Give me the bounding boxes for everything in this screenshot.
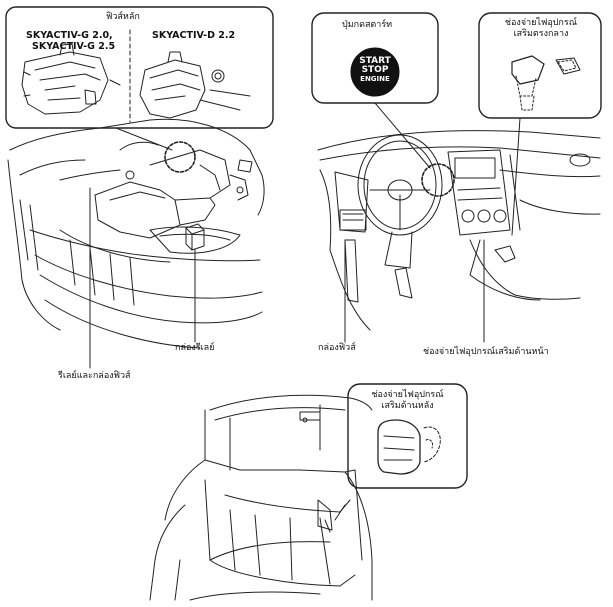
center-outlet-sketch	[511, 55, 581, 111]
main-fuse-title: ฟิวส์หลัก	[106, 12, 140, 22]
engine-text: ENGINE	[360, 75, 390, 83]
relay-box-label: กล่องรีเลย์	[175, 343, 215, 353]
rear-outlet-label: ช่องจ่ายไฟอุปกรณ์ เสริมด้านหลัง	[350, 390, 465, 412]
cargo-area-illustration	[149, 394, 373, 601]
fuse-callout-box	[5, 6, 274, 129]
start-text: START	[359, 56, 391, 66]
start-button-callout	[311, 12, 439, 104]
g-engine-fuse-sketch	[21, 43, 121, 115]
engine-g-label-line2: SKYACTIV-G 2.5	[32, 41, 116, 52]
stop-text: STOP	[361, 65, 389, 75]
center-outlet-label: ช่องจ่ายไฟอุปกรณ์ เสริมตรงกลาง	[482, 18, 600, 40]
fuse-box-label: กล่องฟิวส์	[318, 343, 356, 353]
engine-d-label: SKYACTIV-D 2.2	[152, 30, 236, 41]
rear-outlet-line1: ช่องจ่ายไฟอุปกรณ์	[371, 390, 444, 400]
start-button-title: ปุ่มกดสตาร์ท	[342, 20, 393, 30]
rear-outlet-sketch	[377, 419, 441, 475]
relay-fuse-box-label: รีเลย์และกล่องฟิวส์	[58, 371, 131, 381]
engine-bay-illustration	[7, 118, 265, 369]
dashboard-illustration	[317, 102, 601, 343]
engine-g-label-line1: SKYACTIV-G 2.0,	[26, 30, 113, 41]
start-button-text: START STOP ENGINE	[351, 57, 399, 84]
rear-outlet-line2: เสริมด้านหลัง	[381, 401, 434, 411]
center-outlet-line1: ช่องจ่ายไฟอุปกรณ์	[504, 18, 578, 28]
d-engine-fuse-sketch	[139, 51, 251, 119]
rear-outlet-callout	[347, 383, 468, 489]
start-button-icon	[350, 47, 400, 97]
front-outlet-label: ช่องจ่ายไฟอุปกรณ์เสริมด้านหน้า	[423, 347, 549, 357]
center-outlet-line2: เสริมตรงกลาง	[513, 29, 569, 39]
center-outlet-callout	[478, 12, 602, 119]
